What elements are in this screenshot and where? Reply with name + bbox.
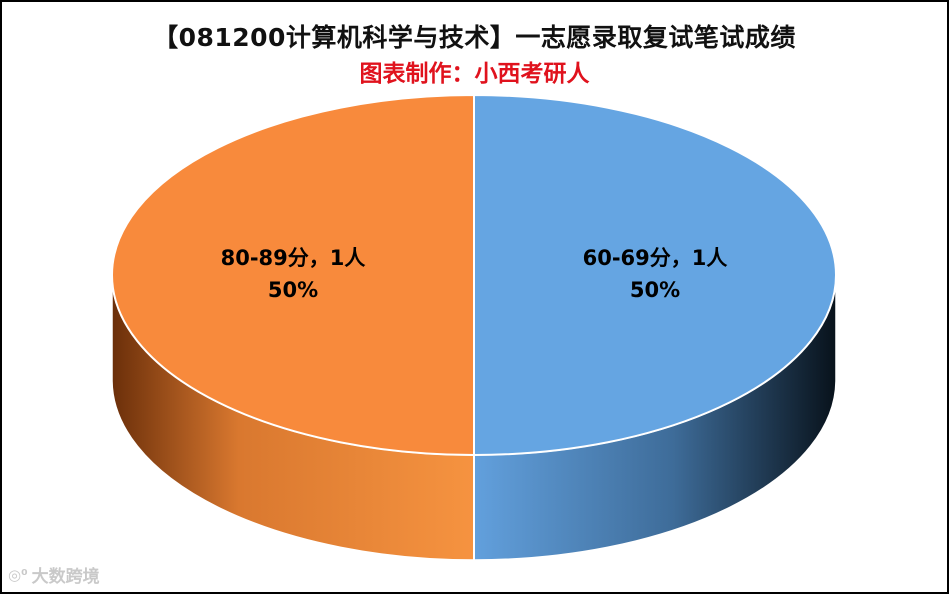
pie-slice-0 xyxy=(473,93,837,457)
chart-subtitle: 图表制作：小西考研人 xyxy=(359,61,590,87)
slice-percent-1: 50% xyxy=(268,278,318,302)
watermark: ◎⁰ 大数跨境 xyxy=(8,562,100,588)
slice-label-0: 60-69分，1人 xyxy=(583,246,728,270)
slice-label-1: 80-89分，1人 xyxy=(221,246,366,270)
chart-title: 【081200计算机科学与技术】一志愿录取复试笔试成绩 xyxy=(153,23,796,52)
watermark-text: 大数跨境 xyxy=(31,567,100,587)
slice-percent-0: 50% xyxy=(630,278,680,302)
scan-logo-icon: ◎⁰ xyxy=(8,565,28,584)
pie-slice-1 xyxy=(111,93,475,457)
